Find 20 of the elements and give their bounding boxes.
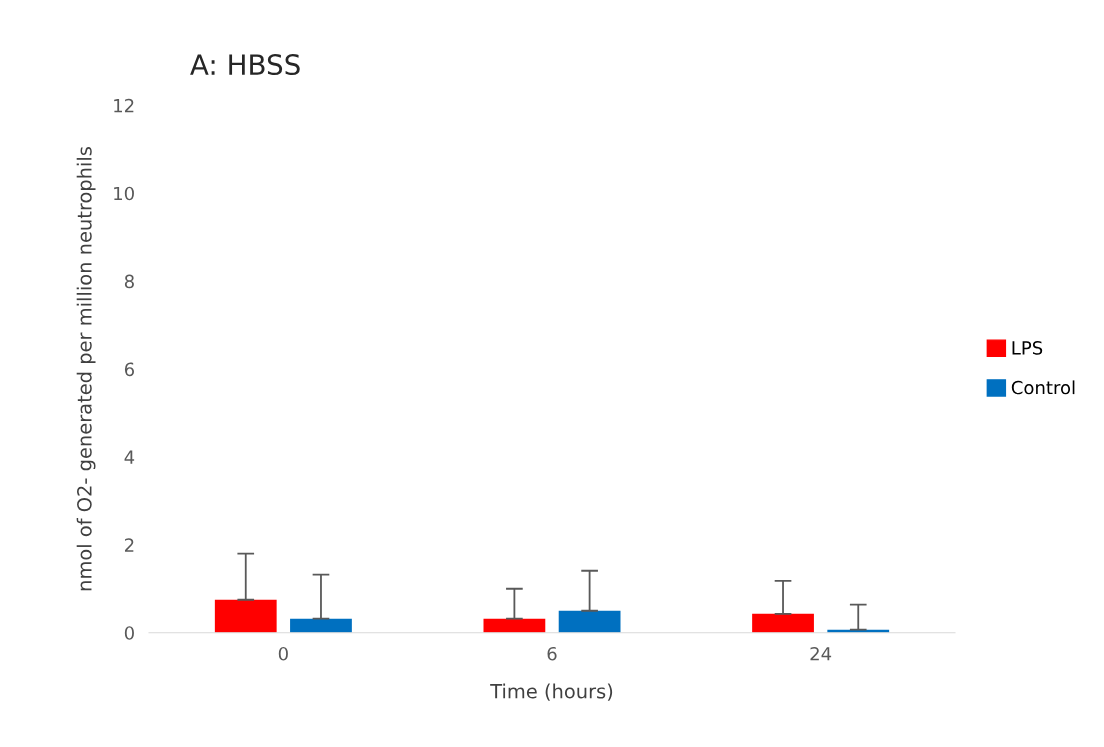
y-tick-label: 8 xyxy=(124,274,134,289)
y-axis-title: nmol of O2- generated per million neutrophils xyxy=(76,147,96,591)
y-tick-label: 6 xyxy=(124,362,135,377)
y-tick-label: 12 xyxy=(114,98,134,113)
chart-title: A: HBSS xyxy=(190,54,300,76)
y-tick-label: 0 xyxy=(124,626,134,640)
x-tick-label: 24 xyxy=(810,646,832,661)
x-tick-label: 6 xyxy=(547,646,557,661)
y-tick-label: 10 xyxy=(114,186,134,201)
bar xyxy=(752,613,814,633)
y-tick-label: 2 xyxy=(124,538,134,552)
x-tick-label: 0 xyxy=(278,646,288,661)
bar xyxy=(483,618,546,633)
x-axis-title: Time (hours) xyxy=(490,683,613,701)
bar xyxy=(214,599,277,633)
bar xyxy=(558,610,621,633)
y-tick-label: 4 xyxy=(124,450,135,464)
bar xyxy=(290,618,352,633)
legend-label: LPS xyxy=(1012,341,1043,355)
legend-label: Control xyxy=(1011,380,1075,395)
